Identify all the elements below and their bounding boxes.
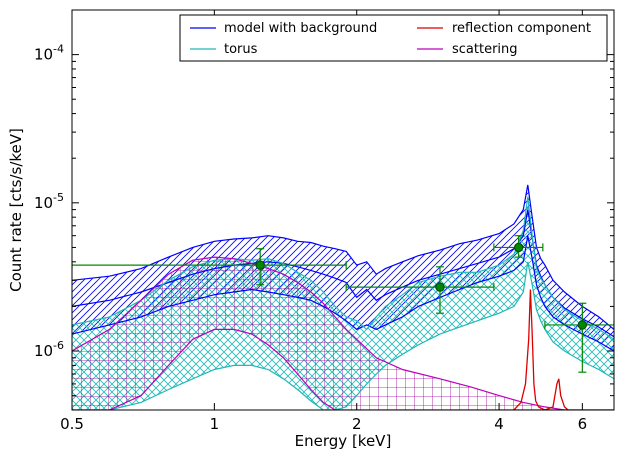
y-tick-label: 10-6 xyxy=(34,339,64,360)
scattering-lower-line xyxy=(72,328,614,410)
legend-label-scattering: scattering xyxy=(452,42,518,57)
data-points xyxy=(72,235,614,373)
data-point-3 xyxy=(544,302,614,373)
data-point-0 xyxy=(72,248,347,286)
data-point-marker xyxy=(513,242,524,253)
x-tick-label: 1 xyxy=(210,415,220,433)
y-axis-label: Count rate [cts/s/keV] xyxy=(7,128,25,292)
x-tick-label: 4 xyxy=(494,415,504,433)
data-point-2 xyxy=(493,235,544,258)
axis-ticks: 0.5 1 2 4 6 10-6 10-5 10-4 xyxy=(34,9,614,433)
reflection-line xyxy=(513,289,569,410)
scattering-band-fill xyxy=(72,257,614,410)
x-tick-label: 2 xyxy=(352,415,362,433)
y-tick-label: 10-4 xyxy=(34,43,64,64)
x-tick-label: 0.5 xyxy=(60,415,84,433)
data-point-1 xyxy=(345,266,495,314)
y-tick-label: 10-5 xyxy=(34,191,64,212)
model-bands xyxy=(72,184,614,410)
data-point-marker xyxy=(255,260,265,270)
legend: model with background reflection compone… xyxy=(179,14,608,62)
data-point-marker xyxy=(435,282,445,292)
x-tick-label: 6 xyxy=(578,415,588,433)
model-curves xyxy=(72,184,614,410)
legend-box xyxy=(179,14,608,62)
model-upper-line xyxy=(72,184,614,330)
legend-label-torus: torus xyxy=(224,42,258,57)
legend-label-reflection: reflection component xyxy=(452,21,591,36)
torus-lower-line xyxy=(72,261,614,410)
torus-band-fill xyxy=(72,196,614,410)
model-lower-line xyxy=(72,235,614,352)
data-point-marker xyxy=(577,320,588,330)
x-axis-label: Energy [keV] xyxy=(295,432,392,450)
model-band-fill xyxy=(72,184,614,351)
legend-label-model: model with background xyxy=(224,21,377,36)
